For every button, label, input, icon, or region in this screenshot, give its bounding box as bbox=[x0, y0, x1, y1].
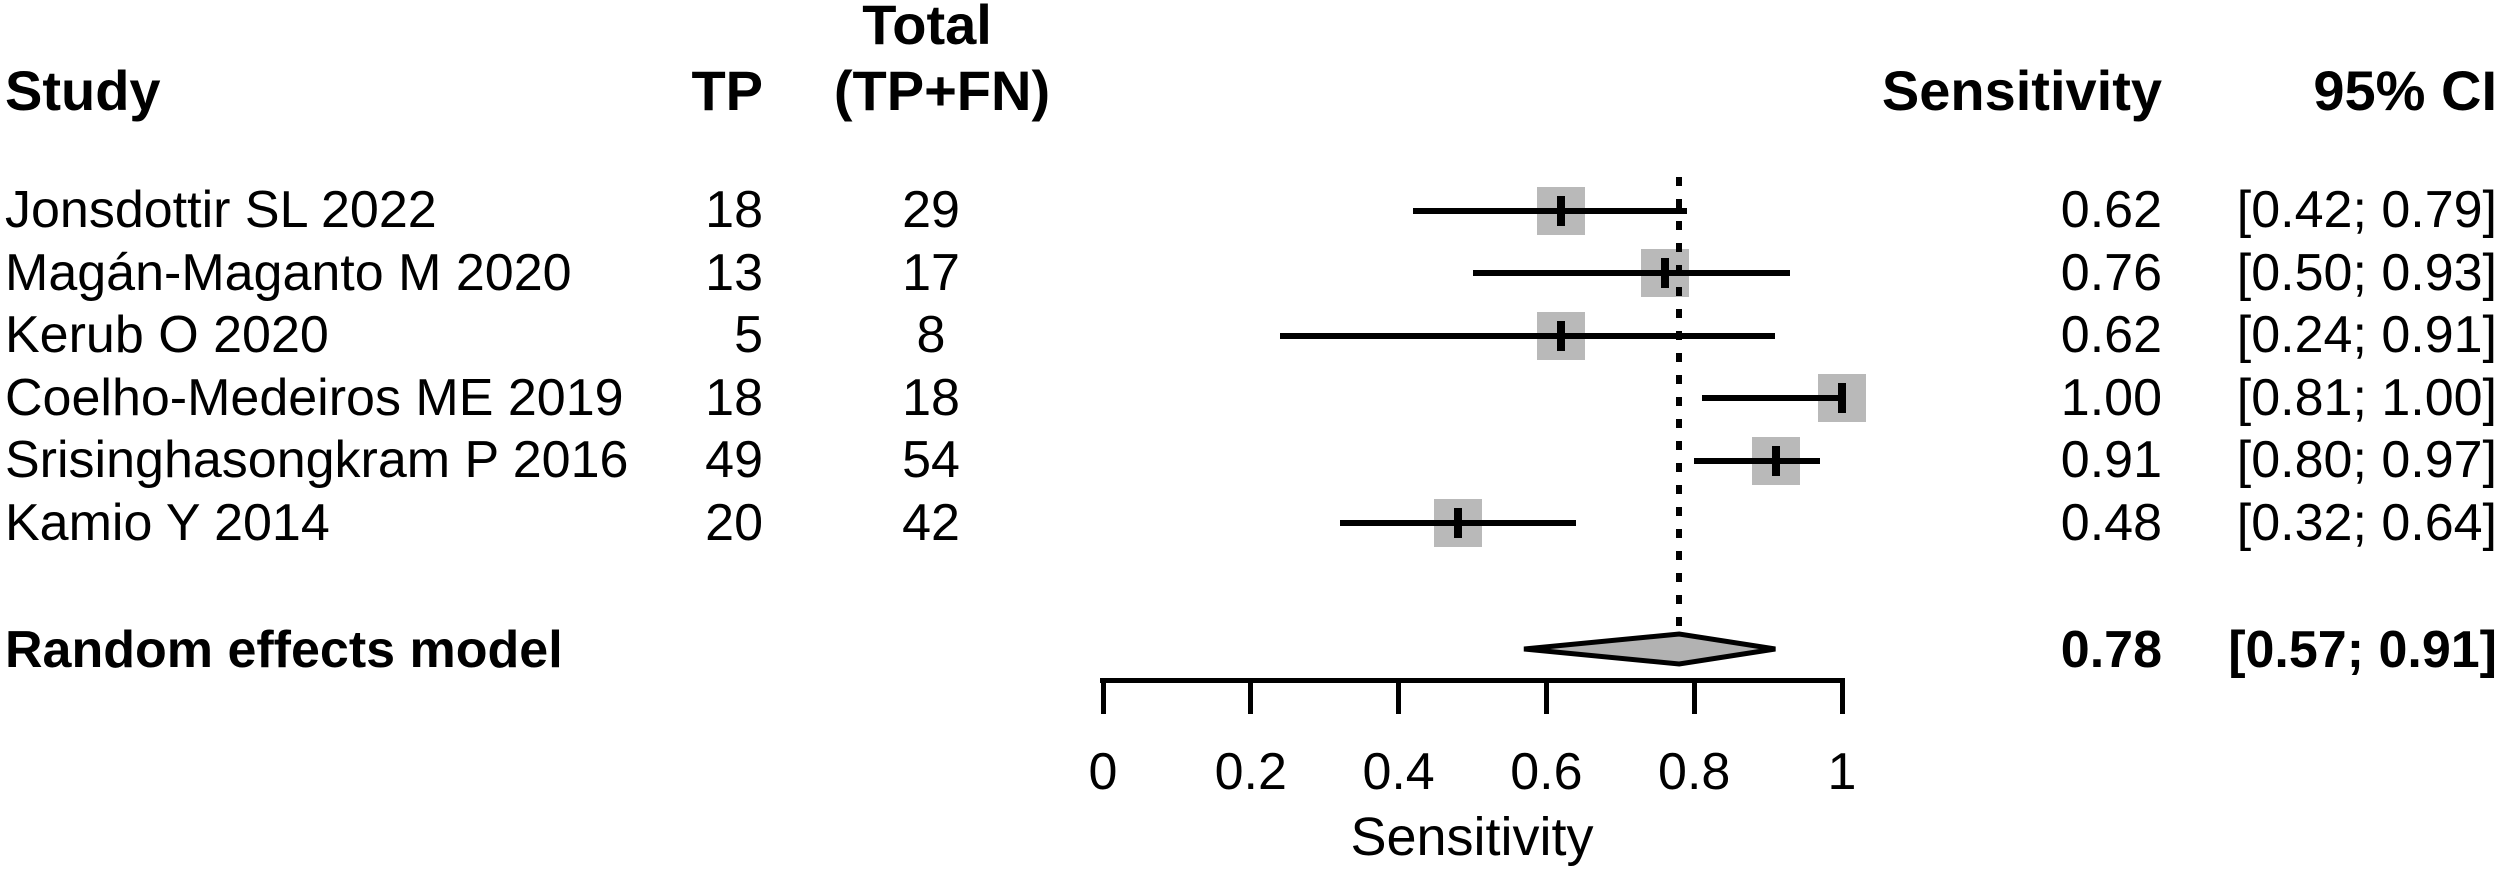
x-axis-line bbox=[1100, 678, 1845, 683]
x-axis-tick bbox=[1100, 678, 1106, 714]
ci-line bbox=[1413, 207, 1687, 214]
pooled-estimate-refline bbox=[1676, 177, 1683, 633]
point-estimate-tick bbox=[1557, 195, 1566, 226]
x-axis-tick bbox=[1691, 678, 1697, 714]
pooled-diamond bbox=[1523, 631, 1776, 667]
x-axis-tick-label: 0.4 bbox=[1362, 743, 1435, 801]
total-value: 54 bbox=[902, 431, 960, 490]
tp-value: 49 bbox=[705, 431, 763, 490]
sensitivity-value: 0.76 bbox=[2060, 243, 2162, 302]
sensitivity-value: 1.00 bbox=[2060, 368, 2162, 427]
sensitivity-value: 0.91 bbox=[2060, 431, 2162, 490]
tp-value: 20 bbox=[705, 493, 763, 552]
x-axis-tick bbox=[1396, 678, 1402, 714]
x-axis-tick-label: 0.8 bbox=[1658, 743, 1731, 801]
pooled-ci-value: [0.57; 0.91] bbox=[2228, 621, 2497, 679]
x-axis-tick bbox=[1543, 678, 1549, 714]
study-label: Jonsdottir SL 2022 bbox=[5, 181, 437, 240]
point-estimate-tick bbox=[1557, 320, 1566, 351]
ci-line bbox=[1472, 270, 1791, 276]
ci-value: [0.50; 0.93] bbox=[2236, 243, 2497, 302]
study-label: Coelho-Medeiros ME 2019 bbox=[5, 368, 624, 427]
ci-line bbox=[1280, 332, 1776, 339]
total-value: 8 bbox=[916, 306, 946, 365]
ci-line bbox=[1694, 457, 1820, 464]
total-value: 42 bbox=[902, 493, 960, 552]
tp-column-header: TP bbox=[691, 59, 763, 122]
x-axis-tick bbox=[1248, 678, 1254, 714]
ci-value: [0.32; 0.64] bbox=[2236, 493, 2497, 552]
sensitivity-value: 0.48 bbox=[2060, 493, 2162, 552]
point-estimate-tick bbox=[1660, 258, 1669, 288]
pooled-row-label: Random effects model bbox=[5, 621, 563, 679]
sensitivity-value: 0.62 bbox=[2060, 181, 2162, 240]
pooled-sensitivity-value: 0.78 bbox=[2060, 621, 2162, 679]
x-axis-tick-label: 0.6 bbox=[1510, 743, 1583, 801]
sensitivity-value: 0.62 bbox=[2060, 306, 2162, 365]
tp-value: 13 bbox=[705, 243, 763, 302]
study-label: Srisinghasongkram P 2016 bbox=[5, 431, 629, 490]
total-value: 17 bbox=[902, 243, 960, 302]
total-column-header-line1: Total bbox=[862, 0, 992, 56]
ci-value: [0.80; 0.97] bbox=[2236, 431, 2497, 490]
ci-column-header: 95% CI bbox=[2313, 59, 2497, 122]
total-column-header-line2: (TP+FN) bbox=[833, 59, 1051, 122]
study-label: Kamio Y 2014 bbox=[5, 493, 330, 552]
sensitivity-column-header: Sensitivity bbox=[1881, 59, 2162, 122]
tp-value: 18 bbox=[705, 181, 763, 240]
point-estimate-tick bbox=[1838, 383, 1846, 413]
x-axis-title: Sensitivity bbox=[1350, 807, 1594, 867]
study-column-header: Study bbox=[5, 59, 161, 122]
study-label: Kerub O 2020 bbox=[5, 306, 329, 365]
tp-value: 18 bbox=[705, 368, 763, 427]
total-value: 29 bbox=[902, 181, 960, 240]
ci-line bbox=[1701, 395, 1842, 401]
ci-value: [0.24; 0.91] bbox=[2236, 306, 2497, 365]
x-axis-tick-label: 1 bbox=[1827, 743, 1857, 801]
point-estimate-tick bbox=[1771, 445, 1780, 476]
point-estimate-tick bbox=[1453, 508, 1462, 538]
total-value: 18 bbox=[902, 368, 960, 427]
x-axis-tick-label: 0 bbox=[1088, 743, 1118, 801]
ci-value: [0.42; 0.79] bbox=[2236, 181, 2497, 240]
study-label: Magán-Maganto M 2020 bbox=[5, 243, 572, 302]
pooled-diamond-shape bbox=[1523, 631, 1776, 667]
tp-value: 5 bbox=[734, 306, 763, 365]
x-axis-tick bbox=[1839, 678, 1845, 714]
x-axis-tick-label: 0.2 bbox=[1214, 743, 1287, 801]
ci-value: [0.81; 1.00] bbox=[2236, 368, 2497, 427]
